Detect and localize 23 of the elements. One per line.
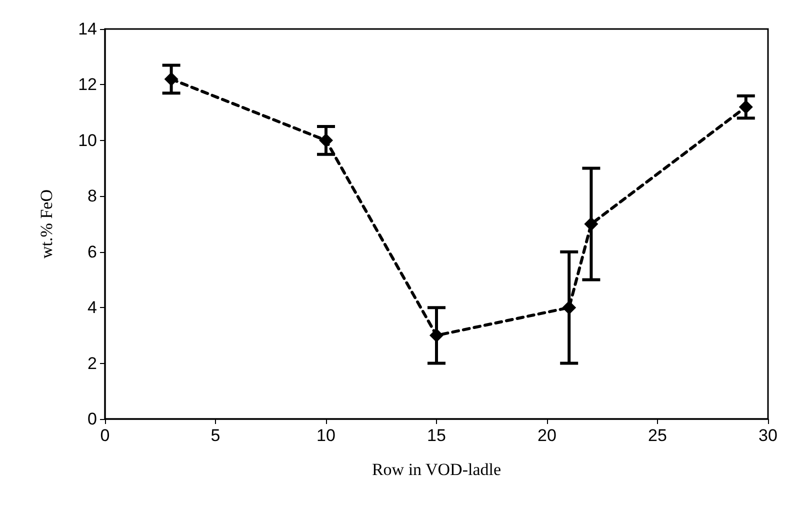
y-tick-label: 2 [88,354,97,373]
y-axis-title: wt.% FeO [37,190,56,258]
x-tick-label: 30 [758,426,778,445]
point [430,328,444,342]
y-tick-label: 14 [78,20,97,38]
y-tick-label: 12 [78,75,97,94]
x-tick-label: 5 [210,426,220,445]
x-axis-title: Row in VOD-ladle [372,460,502,479]
point [584,217,598,231]
point [738,100,753,114]
y-tick-label: 4 [88,298,97,318]
y-tick-label: 10 [78,130,97,150]
y-tick-label: 0 [88,410,97,428]
y-tick-label: 8 [88,186,97,206]
point [164,72,178,86]
x-tick-label: 20 [538,426,556,445]
y-tick-label: 6 [88,242,97,262]
point [319,133,333,148]
x-tick-label: 25 [648,426,667,445]
x-tick-label: 10 [316,426,336,445]
point [562,300,576,315]
x-tick-label: 15 [427,426,446,445]
x-tick-label: 0 [100,426,110,445]
